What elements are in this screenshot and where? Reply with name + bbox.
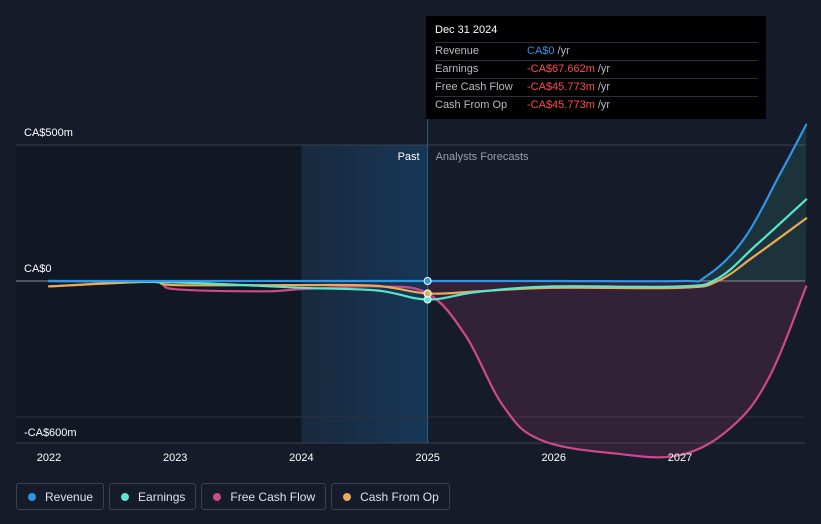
- tooltip-unit: /yr: [597, 81, 611, 93]
- xtick-2026: 2026: [542, 452, 566, 464]
- legend-item-earnings[interactable]: Earnings: [109, 483, 197, 510]
- tooltip-row-free-cash-flow: Free Cash Flow -CA$45.773m /yr: [435, 78, 758, 96]
- tooltip-value: CA$0: [527, 45, 555, 57]
- cash-from-op-marker: [423, 289, 432, 298]
- forecast-label: Analysts Forecasts: [436, 151, 529, 163]
- free-cash-flow-area: [427, 281, 807, 458]
- cash-from-op-line: [47, 217, 808, 295]
- tooltip-row-cash-from-op: Cash From Op -CA$45.773m /yr: [435, 96, 758, 114]
- past-label: Past: [398, 151, 420, 163]
- revenue-marker: [423, 277, 432, 285]
- legend-item-revenue[interactable]: Revenue: [16, 483, 105, 510]
- legend-dot-icon: [213, 492, 222, 501]
- tooltip-row-revenue: Revenue CA$0 /yr: [435, 42, 758, 60]
- revenue-line: [47, 123, 808, 283]
- tooltip-value: -CA$45.773m: [527, 99, 595, 111]
- chart-legend: Revenue Earnings Free Cash Flow Cash Fro…: [16, 483, 450, 510]
- xtick-2022: 2022: [37, 452, 61, 464]
- ytick-0: CA$0: [24, 263, 52, 275]
- legend-dot-icon: [343, 492, 352, 501]
- legend-item-cash-from-op[interactable]: Cash From Op: [331, 483, 450, 510]
- ytick-500: CA$500m: [24, 127, 73, 139]
- hover-tooltip: Dec 31 2024 Revenue CA$0 /yr Earnings -C…: [426, 16, 766, 119]
- tooltip-label: Cash From Op: [435, 99, 508, 111]
- xtick-2023: 2023: [163, 452, 187, 464]
- free-cash-flow-line: [47, 280, 808, 459]
- legend-dot-icon: [28, 492, 36, 501]
- legend-label: Cash From Op: [360, 489, 439, 504]
- earnings-line: [47, 198, 808, 301]
- legend-item-free-cash-flow[interactable]: Free Cash Flow: [201, 483, 327, 510]
- tooltip-unit: /yr: [597, 63, 611, 75]
- tooltip-label: Earnings: [435, 63, 479, 75]
- tooltip-label: Free Cash Flow: [435, 81, 513, 93]
- tooltip-unit: /yr: [557, 45, 570, 57]
- xtick-2027: 2027: [668, 452, 692, 464]
- ytick-neg-600: -CA$600m: [24, 427, 77, 439]
- tooltip-date: Dec 31 2024: [435, 24, 498, 36]
- tooltip-label: Revenue: [435, 45, 480, 57]
- xtick-2025: 2025: [415, 452, 439, 464]
- tooltip-row-earnings: Earnings -CA$67.662m /yr: [435, 60, 758, 78]
- legend-label: Earnings: [138, 489, 186, 504]
- legend-label: Revenue: [45, 489, 94, 504]
- tooltip-value: -CA$45.773m: [527, 81, 595, 93]
- tooltip-unit: /yr: [597, 99, 611, 111]
- xtick-2024: 2024: [289, 452, 313, 464]
- legend-label: Free Cash Flow: [230, 489, 316, 504]
- legend-dot-icon: [121, 492, 130, 501]
- highlight-band: [301, 145, 428, 443]
- tooltip-value: -CA$67.662m: [527, 63, 595, 75]
- past-region: [16, 145, 302, 443]
